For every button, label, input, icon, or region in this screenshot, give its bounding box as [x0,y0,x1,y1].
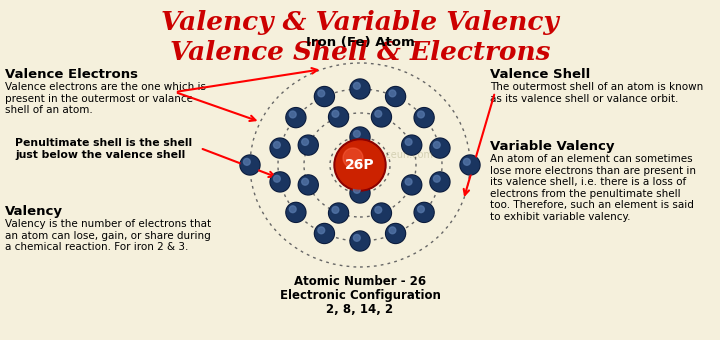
Circle shape [328,107,348,127]
Circle shape [350,127,370,147]
Circle shape [415,203,433,221]
Circle shape [300,136,318,154]
Circle shape [431,139,449,157]
Circle shape [405,138,412,146]
Circle shape [372,108,390,126]
Circle shape [351,184,369,202]
Circle shape [431,173,449,191]
Circle shape [386,86,405,106]
Circle shape [300,176,318,194]
Text: 2, 8, 14, 2: 2, 8, 14, 2 [326,303,394,316]
Circle shape [402,175,422,195]
Text: An atom of an element can sometimes
lose more electrons than are present in
its : An atom of an element can sometimes lose… [490,154,696,222]
Circle shape [354,235,360,241]
Circle shape [389,90,396,97]
Circle shape [464,158,470,165]
Circle shape [332,110,339,117]
Circle shape [330,204,348,222]
Circle shape [271,173,289,191]
Circle shape [328,203,348,223]
Circle shape [240,155,260,175]
Text: Iron (Fe) Atom: Iron (Fe) Atom [305,36,415,49]
Circle shape [387,224,405,242]
Circle shape [336,141,384,189]
Circle shape [402,176,420,194]
Circle shape [287,108,305,126]
Circle shape [315,224,333,242]
Circle shape [315,223,334,243]
Circle shape [387,87,405,105]
Circle shape [302,178,309,185]
Circle shape [286,108,306,128]
Text: Valence Shell: Valence Shell [490,68,590,81]
Circle shape [375,206,382,213]
Circle shape [402,135,422,155]
Circle shape [318,227,325,234]
Circle shape [430,172,450,192]
Circle shape [354,82,360,89]
Circle shape [402,136,420,154]
Circle shape [414,108,434,128]
Circle shape [405,178,412,185]
Text: 26P: 26P [345,158,375,172]
Circle shape [414,202,434,222]
Circle shape [318,90,325,97]
Text: Valence electrons are the one which is
present in the outermost or valance
shell: Valence electrons are the one which is p… [5,82,206,115]
Circle shape [315,86,334,106]
Circle shape [389,227,396,234]
Circle shape [330,108,348,126]
Circle shape [433,141,440,148]
Circle shape [270,172,290,192]
Circle shape [372,107,392,127]
Circle shape [433,175,440,182]
Circle shape [289,111,296,118]
Circle shape [332,206,339,213]
Text: Valency is the number of electrons that
an atom can lose, gain, or share during
: Valency is the number of electrons that … [5,219,211,252]
Circle shape [386,223,405,243]
Circle shape [354,186,360,193]
Text: Valency & Variable Valency: Valency & Variable Valency [161,10,559,35]
Circle shape [243,158,251,165]
Text: Valence Shell & Electrons: Valence Shell & Electrons [170,40,550,65]
Circle shape [351,232,369,250]
Circle shape [270,138,290,158]
Circle shape [460,155,480,175]
Text: Valence Electrons: Valence Electrons [5,68,138,81]
Circle shape [315,87,333,105]
Circle shape [274,141,280,148]
Circle shape [375,110,382,117]
Circle shape [271,139,289,157]
Circle shape [418,206,424,212]
Text: © Scienceun.com: © Scienceun.com [346,150,433,160]
Circle shape [351,128,369,146]
Circle shape [343,148,363,168]
Circle shape [350,231,370,251]
Circle shape [241,156,259,174]
Circle shape [350,79,370,99]
Circle shape [372,204,390,222]
Circle shape [286,202,306,222]
Circle shape [302,138,309,146]
Text: Penultimate shell is the shell
just below the valence shell: Penultimate shell is the shell just belo… [15,138,192,159]
Text: Valency: Valency [5,205,63,218]
Circle shape [418,111,424,118]
Circle shape [274,175,280,182]
Circle shape [289,206,296,212]
Circle shape [351,80,369,98]
Circle shape [287,203,305,221]
Circle shape [298,175,318,195]
Text: Variable Valency: Variable Valency [490,140,614,153]
Circle shape [354,131,360,137]
Circle shape [415,108,433,126]
Circle shape [350,183,370,203]
Text: Atomic Number - 26: Atomic Number - 26 [294,275,426,288]
Circle shape [430,138,450,158]
Circle shape [372,203,392,223]
Circle shape [461,156,479,174]
Text: Electronic Configuration: Electronic Configuration [279,289,441,302]
Circle shape [298,135,318,155]
Text: The outermost shell of an atom is known
as its valence shell or valance orbit.: The outermost shell of an atom is known … [490,82,703,104]
Circle shape [334,139,386,191]
